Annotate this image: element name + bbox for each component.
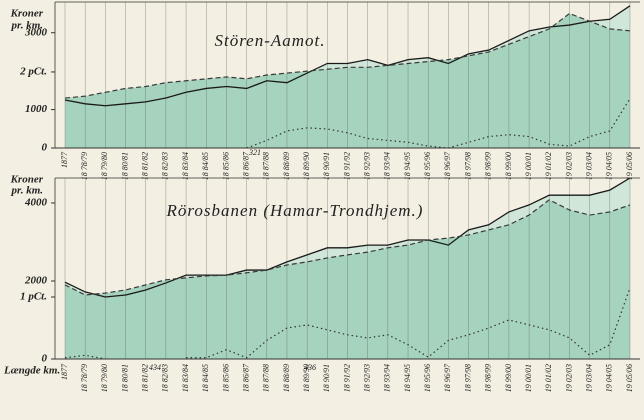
x-tick-label: 19 01/02 [544,152,553,180]
x-tick-label: 18 90/91 [322,364,331,392]
y-tick-label: 2000 [24,275,48,287]
y2-tick-label: 1 pCt. [20,291,47,303]
y-axis-label: Kroner [10,174,44,186]
y-tick-label: 0 [42,353,48,365]
x-tick-label: 18 98/99 [484,152,493,180]
x-tick-label: 19 01/02 [544,364,553,392]
x-tick-label: 19 03/04 [584,364,593,392]
line [64,177,631,298]
x-tick-label: 18 84/85 [201,364,210,392]
x-axis-label: Længde km. [3,365,60,377]
x-tick-label: 18 79/80 [100,364,109,392]
x-tick-label: 18 99/00 [504,152,513,180]
line [186,287,631,359]
x-tick-label: 18 86/87 [241,151,250,180]
x-tick-label: 19 00/01 [524,364,533,392]
chart-title: Rörosbanen (Hamar-Trondhjem.) [166,201,424,220]
x-tick-label: 18 87/88 [262,152,271,180]
x-tick-label: 18 99/00 [504,364,513,392]
x-tick-label: 18 91/92 [342,152,351,180]
x-tick-label: 1877 [60,151,69,168]
x-tick-label: 18 92/93 [363,152,372,180]
x-tick-label: 19 04/05 [605,152,614,180]
line [64,12,631,99]
y-tick-label: 0 [42,142,48,154]
x-tick-label: 18 97/98 [463,152,472,180]
x-tick-label: 19 00/01 [524,152,533,180]
x-tick-label: 19 02/03 [564,152,573,180]
x-tick-label: 18 98/99 [484,364,493,392]
line [64,199,631,296]
y-tick-label: 4000 [24,196,48,208]
chart-title: Stören-Aamot. [214,31,325,50]
x-tick-label: 18 83/84 [181,152,190,180]
x-tick-label: 18 94/95 [403,152,412,180]
x-tick-label: 18 79/80 [100,152,109,180]
x-tick-label: 18 87/88 [262,364,271,392]
line [64,5,631,107]
annotation: 436 [304,363,316,372]
x-tick-label: 18 80/81 [120,364,129,392]
x-tick-label: 18 83/84 [181,364,190,392]
x-tick-label: 18 89/90 [302,364,311,392]
x-tick-label: 19 02/03 [564,364,573,392]
x-tick-label: 18 85/86 [221,152,230,180]
x-tick-label: 18 85/86 [221,364,230,392]
x-tick-label: 18 93/94 [383,364,392,392]
x-tick-label: 18 97/98 [463,364,472,392]
x-tick-label: 18 94/95 [403,364,412,392]
x-tick-label: 18 95/96 [423,364,432,392]
x-tick-label: 18 95/96 [423,152,432,180]
x-tick-label: 18 82/83 [161,152,170,180]
annotation: 321 [248,148,261,157]
x-tick-label: 18 90/91 [322,152,331,180]
x-tick-label: 18 93/94 [383,152,392,180]
x-tick-label: 18 81/82 [141,364,150,392]
line [246,98,631,149]
x-tick-label: 18 88/89 [282,152,291,180]
x-tick-label: 18 88/89 [282,364,291,392]
x-tick-label: 19 05/06 [625,152,634,180]
y2-tick-label: 2 pCt. [19,65,47,77]
x-tick-label: 18 78/79 [80,364,89,392]
y-axis-label: Kroner [10,8,44,20]
y-tick-label: 3000 [24,26,48,38]
x-tick-label: 18 81/82 [141,152,150,180]
annotation: 434 [149,363,161,372]
y-tick-label: 1000 [25,103,48,115]
x-tick-label: 1877 [60,363,69,380]
x-tick-label: 18 80/81 [120,152,129,180]
x-tick-label: 19 05/06 [625,364,634,392]
x-tick-label: 18 84/85 [201,152,210,180]
y-axis-label: pr. km. [11,20,43,32]
x-tick-label: 19 03/04 [584,152,593,180]
x-tick-label: 18 82/83 [161,364,170,392]
x-tick-label: 18 96/97 [443,363,452,392]
x-tick-label: 19 04/05 [605,364,614,392]
x-tick-label: 18 92/93 [363,364,372,392]
x-tick-label: 18 91/92 [342,364,351,392]
y-axis-label: pr. km. [11,185,43,197]
x-tick-label: 18 96/97 [443,151,452,180]
x-tick-label: 18 86/87 [241,363,250,392]
x-tick-label: 18 78/79 [80,152,89,180]
x-tick-label: 18 89/90 [302,152,311,180]
